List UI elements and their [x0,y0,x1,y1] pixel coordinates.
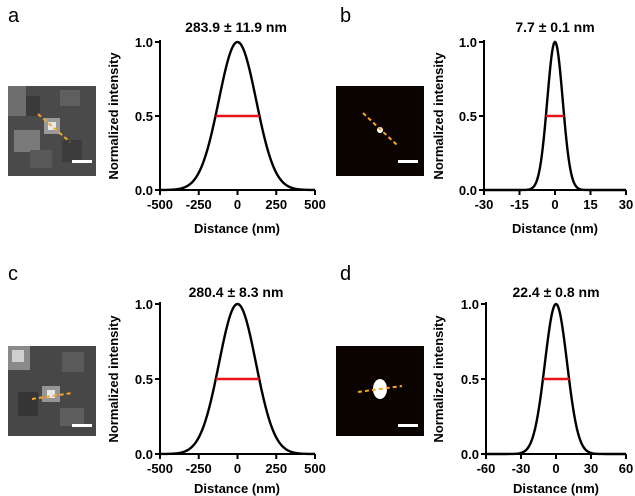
panel-letter: c [8,263,18,285]
panel-title: 7.7 ± 0.1 nm [515,19,594,35]
panel-c: c 280.4 ± 8.3 nm 0.0 0.5 1.0 -500 -250 0 250 50… [8,263,326,496]
profile-plot: 0.0 0.5 1.0 -500 -250 0 250 500 [135,297,326,476]
y-tick-label: 0.0 [461,447,479,462]
profile-plot: 0.0 0.5 1.0 -500 -250 0 250 500 [135,35,326,212]
x-tick-label: 30 [619,197,633,212]
y-tick-label: 0.0 [135,447,153,462]
scale-bar [72,160,92,163]
y-tick-label: 0.0 [135,183,153,198]
x-tick-label: 15 [583,197,597,212]
y-axis-label: Normalized intensity [431,52,446,180]
intensity-curve [160,40,315,192]
y-tick-label: 1.0 [135,297,153,312]
scale-bar [398,424,418,427]
panel-a: a 283.9 ± 11.9 nm 0.0 0.5 1.0 -500 -250 0 250 5… [8,5,326,236]
super-resolved-image [336,86,424,176]
x-tick-label: -30 [512,461,531,476]
x-tick-label: 500 [304,197,326,212]
x-tick-label: -500 [147,197,173,212]
y-tick-label: 1.0 [459,35,477,50]
x-tick-label: 0 [234,197,241,212]
y-tick-label: 1.0 [461,297,479,312]
x-axis-label: Distance (nm) [513,481,599,496]
y-tick-label: 0.5 [135,372,153,387]
panel-title: 283.9 ± 11.9 nm [185,19,287,35]
intensity-curve [486,302,626,456]
y-tick-label: 0.0 [459,183,477,198]
x-tick-label: 0 [552,461,559,476]
x-tick-label: 0 [551,197,558,212]
profile-line [357,385,403,393]
x-tick-label: -250 [186,197,212,212]
y-axis-label: Normalized intensity [106,52,121,180]
y-axis-label: Normalized intensity [431,315,446,443]
profile-line [37,113,71,143]
intensity-curve [484,40,626,192]
y-axis-label: Normalized intensity [106,315,121,443]
panel-title: 280.4 ± 8.3 nm [189,284,284,300]
panel-letter: a [8,5,20,27]
panel-letter: b [340,5,351,27]
x-tick-label: -250 [186,461,212,476]
y-tick-label: 1.0 [135,35,153,50]
x-tick-label: 250 [265,461,287,476]
x-tick-label: 0 [234,461,241,476]
x-tick-label: 500 [304,461,326,476]
panel-letter: d [340,263,351,285]
panel-title: 22.4 ± 0.8 nm [512,284,599,300]
y-tick-label: 0.5 [461,372,479,387]
x-tick-label: 250 [265,197,287,212]
profile-plot: 0.0 0.5 1.0 -60 -30 0 30 60 [461,297,633,476]
x-tick-label: -30 [475,197,494,212]
profile-plot: 0.0 0.5 1.0 -30 -15 0 15 30 [459,35,633,212]
super-resolved-image [336,346,424,436]
scale-bar [72,424,92,427]
intensity-curve [159,302,316,456]
x-tick-label: 60 [619,461,633,476]
scale-bar [398,160,418,163]
microscopy-image [8,346,96,436]
x-tick-label: -60 [477,461,496,476]
microscopy-image [8,86,96,176]
y-tick-label: 0.5 [459,109,477,124]
panel-d: d 22.4 ± 0.8 nm 0.0 0.5 1.0 -60 -30 0 30 60 Dis… [336,263,633,496]
x-tick-label: 30 [584,461,598,476]
x-tick-label: -500 [147,461,173,476]
x-tick-label: -15 [510,197,529,212]
x-axis-label: Distance (nm) [512,221,598,236]
x-axis-label: Distance (nm) [194,481,280,496]
x-axis-label: Distance (nm) [194,221,280,236]
y-tick-label: 0.5 [135,109,153,124]
profile-line [362,112,398,146]
panel-b: b 7.7 ± 0.1 nm 0.0 0.5 1.0 -30 -15 0 15 30 Dist… [336,5,633,236]
